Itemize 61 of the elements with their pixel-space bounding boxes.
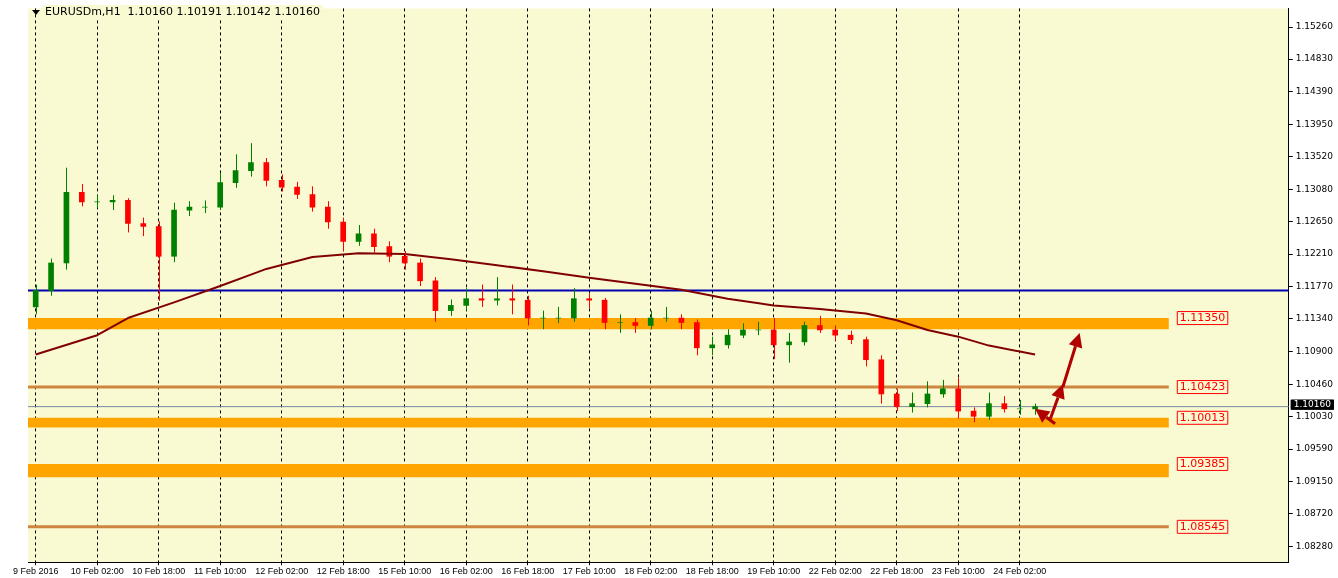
candlestick — [740, 322, 746, 339]
candlestick — [155, 220, 162, 302]
candlestick — [509, 284, 516, 315]
x-tick-label: 15 Feb 10:00 — [378, 566, 432, 577]
x-tick-label: 22 Feb 02:00 — [808, 566, 862, 577]
candlestick — [248, 142, 254, 178]
x-tick-label: 11 Feb 10:00 — [194, 566, 247, 577]
x-tick-label: 23 Feb 10:00 — [931, 566, 985, 577]
x-tick-label: 9 Feb 2016 — [12, 566, 59, 577]
candlestick — [263, 157, 270, 187]
candlestick — [863, 336, 869, 367]
y-tick-label: 1.12210 — [1295, 248, 1334, 259]
y-tick-label: 1.13520 — [1295, 150, 1334, 161]
candlestick — [617, 313, 623, 334]
candlestick — [463, 287, 470, 312]
candlestick — [909, 391, 915, 414]
x-tick-label: 10 Feb 02:00 — [70, 566, 124, 577]
band-label: 1.11350 — [1179, 311, 1226, 325]
x-tick-label: 18 Feb 02:00 — [624, 566, 678, 577]
candlestick — [986, 391, 992, 421]
ref-line-label: 1.10423 — [1179, 380, 1226, 394]
candlestick — [632, 317, 639, 334]
chart-title: EURUSDm,H1 1.10160 1.10191 1.10142 1.10160 — [42, 5, 324, 18]
y-tick-label: 1.09150 — [1295, 476, 1334, 487]
y-tick-label: 1.08720 — [1295, 508, 1334, 519]
candlestick — [586, 292, 593, 309]
x-tick-label: 12 Feb 02:00 — [255, 566, 309, 577]
y-tick-label: 1.12650 — [1295, 215, 1334, 226]
x-tick-label: 12 Feb 18:00 — [316, 566, 370, 577]
candlestick — [125, 197, 131, 233]
y-tick-label: 1.14390 — [1295, 86, 1334, 97]
x-tick-label: 16 Feb 18:00 — [501, 566, 555, 577]
y-tick-label: 1.11340 — [1295, 313, 1334, 324]
candlestick — [1032, 403, 1038, 416]
candlestick — [940, 379, 946, 399]
candlestick — [494, 276, 500, 306]
candlestick — [478, 284, 485, 308]
x-tick-label: 24 Feb 02:00 — [993, 566, 1047, 577]
x-tick-label: 18 Feb 18:00 — [685, 566, 739, 577]
x-tick-label: 16 Feb 02:00 — [439, 566, 493, 577]
x-tick-label: 17 Feb 10:00 — [562, 566, 616, 577]
band-label: 1.09385 — [1179, 457, 1226, 471]
y-tick-label: 1.08280 — [1295, 540, 1334, 551]
y-tick-label: 1.10460 — [1295, 378, 1334, 389]
candlestick — [140, 217, 147, 237]
y-tick-label: 1.13950 — [1295, 118, 1334, 129]
y-tick-label: 1.14830 — [1295, 53, 1334, 64]
y-tick-label: 1.10030 — [1295, 410, 1334, 421]
x-tick-label: 10 Feb 18:00 — [132, 566, 186, 577]
candlestick — [447, 298, 454, 317]
y-tick-label: 1.15260 — [1295, 21, 1334, 32]
candlestick — [832, 325, 839, 341]
y-tick-label: 1.10900 — [1295, 345, 1334, 356]
ref-line-label: 1.10160 — [1293, 399, 1332, 410]
y-tick-label: 1.11770 — [1295, 281, 1334, 292]
x-tick-label: 22 Feb 18:00 — [870, 566, 924, 577]
y-tick-label: 1.09590 — [1295, 443, 1334, 454]
ref-line-label: 1.08545 — [1179, 520, 1226, 534]
x-tick-label: 19 Feb 10:00 — [747, 566, 801, 577]
y-tick-label: 1.13080 — [1295, 183, 1334, 194]
band-label: 1.10013 — [1179, 411, 1226, 425]
